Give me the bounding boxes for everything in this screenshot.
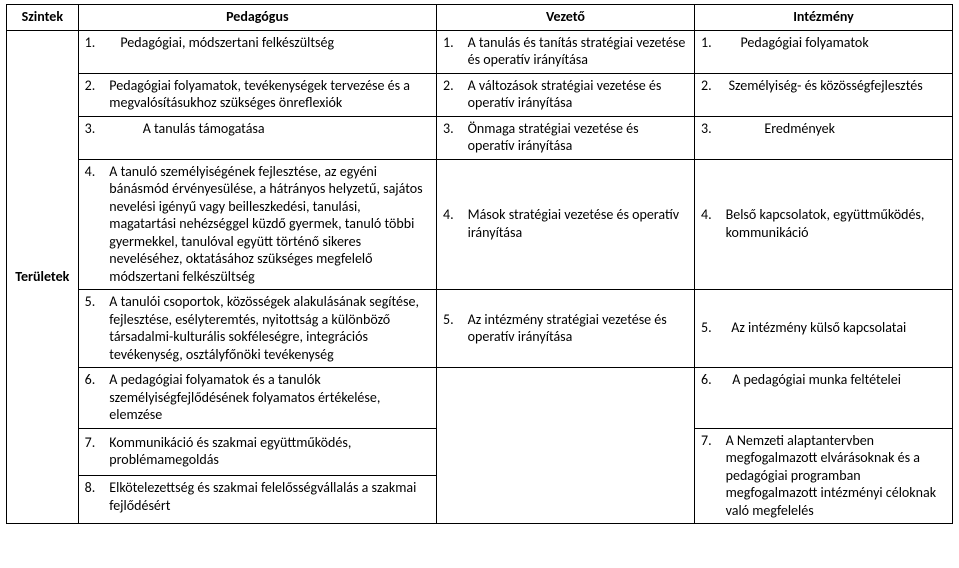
num: 3. — [85, 120, 143, 138]
cell-c3: 4.Belső kapcsolatok, együttműködés, komm… — [694, 159, 952, 290]
cell-c3: 1.Pedagógiai folyamatok — [694, 30, 952, 73]
txt: A pedagógiai folyamatok és a tanulók sze… — [109, 371, 430, 424]
txt: Személyiség- és közösségfejlesztés — [729, 77, 946, 95]
num: 6. — [85, 371, 110, 424]
header-row: Szintek Pedagógus Vezető Intézmény — [7, 5, 953, 31]
cell-c1: 8.Elkötelezettség és szakmai felelősségv… — [78, 476, 436, 524]
cell-c1: 5.A tanulói csoportok, közösségek alakul… — [78, 290, 436, 368]
txt: A változások stratégiai vezetése és oper… — [468, 77, 688, 112]
table-row: 2.Pedagógiai folyamatok, tevékenységek t… — [7, 73, 953, 116]
cell-c2: 2.A változások stratégiai vezetése és op… — [436, 73, 694, 116]
txt: Az intézmény külső kapcsolatai — [731, 319, 946, 337]
cell-c3: 7.A Nemzeti alaptantervben megfogalmazot… — [694, 428, 952, 524]
num: 7. — [701, 432, 726, 520]
num: 8. — [85, 479, 110, 514]
table-row: 5.A tanulói csoportok, közösségek alakul… — [7, 290, 953, 368]
txt: Az intézmény stratégiai vezetése és oper… — [468, 311, 688, 346]
cell-c1: 6.A pedagógiai folyamatok és a tanulók s… — [78, 368, 436, 429]
txt: Kommunikáció és szakmai együttműködés, p… — [109, 434, 430, 469]
cell-c1: 7.Kommunikáció és szakmai együttműködés,… — [78, 428, 436, 476]
cell-c2-empty — [436, 368, 694, 524]
txt: Pedagógiai folyamatok — [740, 34, 946, 52]
header-col2: Vezető — [436, 5, 694, 31]
cell-c2: 1.A tanulás és tanítás stratégiai vezeté… — [436, 30, 694, 73]
main-table: Szintek Pedagógus Vezető Intézmény Terül… — [6, 4, 953, 524]
header-side: Szintek — [7, 5, 79, 31]
header-col1: Pedagógus — [78, 5, 436, 31]
txt: A tanuló személyiségének fejlesztése, az… — [109, 163, 430, 286]
num: 4. — [443, 206, 468, 241]
table-row: 3.A tanulás támogatása 3.Önmaga stratégi… — [7, 116, 953, 159]
num: 7. — [85, 434, 110, 469]
num: 1. — [701, 34, 740, 52]
txt: Elkötelezettség és szakmai felelősségvál… — [109, 479, 430, 514]
txt: Önmaga stratégiai vezetése és operatív i… — [468, 120, 688, 155]
num: 3. — [701, 120, 764, 138]
num: 4. — [85, 163, 110, 286]
cell-c1: 3.A tanulás támogatása — [78, 116, 436, 159]
cell-c2: 5.Az intézmény stratégiai vezetése és op… — [436, 290, 694, 368]
num: 2. — [701, 77, 729, 95]
cell-c1: 4.A tanuló személyiségének fejlesztése, … — [78, 159, 436, 290]
table-row: 4.A tanuló személyiségének fejlesztése, … — [7, 159, 953, 290]
num: 3. — [443, 120, 468, 155]
cell-c3: 6.A pedagógiai munka feltételei — [694, 368, 952, 429]
cell-c3: 3.Eredmények — [694, 116, 952, 159]
page: Szintek Pedagógus Vezető Intézmény Terül… — [0, 0, 959, 528]
num: 2. — [443, 77, 468, 112]
txt: A tanulás és tanítás stratégiai vezetése… — [468, 34, 688, 69]
cell-c1: 2.Pedagógiai folyamatok, tevékenységek t… — [78, 73, 436, 116]
txt: Mások stratégiai vezetése és operatív ir… — [468, 206, 688, 241]
cell-c1: 1.Pedagógiai, módszertani felkészültség — [78, 30, 436, 73]
header-col3: Intézmény — [694, 5, 952, 31]
num: 2. — [85, 77, 110, 112]
table-row: Területek 1.Pedagógiai, módszertani felk… — [7, 30, 953, 73]
table-row: 6.A pedagógiai folyamatok és a tanulók s… — [7, 368, 953, 429]
cell-c3: 2.Személyiség- és közösségfejlesztés — [694, 73, 952, 116]
txt: A tanulás támogatása — [143, 120, 430, 138]
txt: Pedagógiai folyamatok, tevékenységek ter… — [109, 77, 430, 112]
txt: Belső kapcsolatok, együttműködés, kommun… — [726, 206, 946, 241]
txt: Pedagógiai, módszertani felkészültség — [120, 34, 430, 52]
txt: Eredmények — [764, 120, 946, 138]
side-label: Területek — [7, 30, 79, 524]
num: 4. — [701, 206, 726, 241]
num: 5. — [701, 319, 731, 337]
num: 1. — [85, 34, 121, 52]
num: 1. — [443, 34, 468, 69]
num: 6. — [701, 371, 732, 389]
cell-c2: 3.Önmaga stratégiai vezetése és operatív… — [436, 116, 694, 159]
num: 5. — [443, 311, 468, 346]
txt: A Nemzeti alaptantervben megfogalmazott … — [726, 432, 946, 520]
cell-c3: 5.Az intézmény külső kapcsolatai — [694, 290, 952, 368]
cell-c2: 4.Mások stratégiai vezetése és operatív … — [436, 159, 694, 290]
txt: A tanulói csoportok, közösségek alakulás… — [109, 293, 430, 363]
num: 5. — [85, 293, 110, 363]
txt: A pedagógiai munka feltételei — [732, 371, 946, 389]
